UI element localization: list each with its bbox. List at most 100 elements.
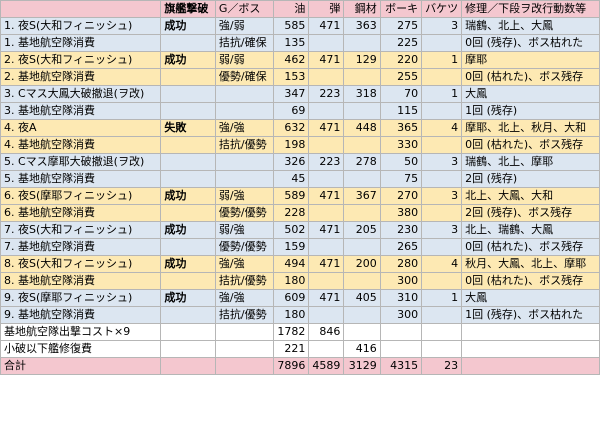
- cell[interactable]: 拮抗/優勢: [214, 272, 275, 290]
- cell[interactable]: 228: [273, 204, 310, 222]
- cell[interactable]: 275: [379, 17, 423, 35]
- cell[interactable]: 2回 (残存)、ボス残存: [461, 204, 600, 222]
- cell[interactable]: 300: [379, 306, 423, 324]
- cell[interactable]: 448: [343, 119, 381, 137]
- cell[interactable]: 成功: [160, 255, 216, 273]
- cell[interactable]: 摩耶: [461, 51, 600, 69]
- cell[interactable]: 2. 基地航空隊消費: [0, 68, 162, 86]
- cell[interactable]: [343, 34, 381, 52]
- cell[interactable]: 0回 (枯れた)、ボス残存: [461, 238, 600, 256]
- cell[interactable]: 5. Cマス摩耶大破撤退(ヲ改): [0, 153, 162, 171]
- cell[interactable]: [421, 238, 463, 256]
- cell[interactable]: [160, 204, 216, 222]
- cell[interactable]: 成功: [160, 221, 216, 239]
- cell[interactable]: 1回 (残存): [461, 102, 600, 120]
- cell[interactable]: 200: [343, 255, 381, 273]
- cell[interactable]: 471: [308, 289, 345, 307]
- cell[interactable]: 0回 (枯れた)、ボス残存: [461, 68, 600, 86]
- cell[interactable]: 405: [343, 289, 381, 307]
- cell[interactable]: 拮抗/優勢: [214, 136, 275, 154]
- cell[interactable]: 鋼材: [343, 0, 381, 18]
- cell[interactable]: 129: [343, 51, 381, 69]
- cell[interactable]: 3: [421, 221, 463, 239]
- cell[interactable]: [461, 357, 600, 375]
- cell[interactable]: [421, 323, 463, 341]
- cell[interactable]: 北上、瑞鶴、大鳳: [461, 221, 600, 239]
- cell[interactable]: 135: [273, 34, 310, 52]
- cell[interactable]: 9. 基地航空隊消費: [0, 306, 162, 324]
- cell[interactable]: 成功: [160, 187, 216, 205]
- cell[interactable]: 0回 (枯れた)、ボス残存: [461, 136, 600, 154]
- cell[interactable]: [421, 170, 463, 188]
- cell[interactable]: 小破以下艦修復費: [0, 340, 162, 358]
- cell[interactable]: [343, 323, 381, 341]
- cell[interactable]: 223: [308, 153, 345, 171]
- cell[interactable]: 471: [308, 187, 345, 205]
- cell[interactable]: 846: [308, 323, 345, 341]
- cell[interactable]: 278: [343, 153, 381, 171]
- cell[interactable]: 230: [379, 221, 423, 239]
- cell[interactable]: 23: [421, 357, 463, 375]
- cell[interactable]: 成功: [160, 17, 216, 35]
- cell[interactable]: 2回 (残存): [461, 170, 600, 188]
- cell[interactable]: 471: [308, 221, 345, 239]
- cell[interactable]: 198: [273, 136, 310, 154]
- cell[interactable]: 221: [273, 340, 310, 358]
- cell[interactable]: 471: [308, 17, 345, 35]
- cell[interactable]: 7896: [273, 357, 310, 375]
- cell[interactable]: 弱/強: [214, 187, 275, 205]
- cell[interactable]: [160, 238, 216, 256]
- cell[interactable]: 大鳳: [461, 85, 600, 103]
- cell[interactable]: [308, 68, 345, 86]
- cell[interactable]: [421, 102, 463, 120]
- cell[interactable]: 115: [379, 102, 423, 120]
- cell[interactable]: [214, 85, 275, 103]
- cell[interactable]: G／ボス: [214, 0, 275, 18]
- cell[interactable]: 1782: [273, 323, 310, 341]
- cell[interactable]: 255: [379, 68, 423, 86]
- cell[interactable]: [214, 357, 275, 375]
- cell[interactable]: [343, 102, 381, 120]
- cell[interactable]: 3: [421, 153, 463, 171]
- cell[interactable]: 3: [421, 187, 463, 205]
- cell[interactable]: 220: [379, 51, 423, 69]
- cell[interactable]: 50: [379, 153, 423, 171]
- cell[interactable]: [160, 306, 216, 324]
- cell[interactable]: 5. 基地航空隊消費: [0, 170, 162, 188]
- cell[interactable]: [343, 238, 381, 256]
- cell[interactable]: [160, 85, 216, 103]
- cell[interactable]: [160, 357, 216, 375]
- cell[interactable]: [160, 272, 216, 290]
- cell[interactable]: 153: [273, 68, 310, 86]
- cell[interactable]: 強/強: [214, 289, 275, 307]
- cell[interactable]: [421, 306, 463, 324]
- cell[interactable]: バケツ: [421, 0, 463, 18]
- cell[interactable]: [461, 340, 600, 358]
- cell[interactable]: 基地航空隊出撃コスト×9: [0, 323, 162, 341]
- cell[interactable]: 609: [273, 289, 310, 307]
- cell[interactable]: 380: [379, 204, 423, 222]
- cell[interactable]: [421, 68, 463, 86]
- cell[interactable]: 2. 夜S(大和フィニッシュ): [0, 51, 162, 69]
- cell[interactable]: [160, 170, 216, 188]
- cell[interactable]: 8. 基地航空隊消費: [0, 272, 162, 290]
- cell[interactable]: 0回 (枯れた)、ボス残存: [461, 272, 600, 290]
- cell[interactable]: 300: [379, 272, 423, 290]
- cell[interactable]: 471: [308, 255, 345, 273]
- cell[interactable]: [160, 136, 216, 154]
- cell[interactable]: [343, 170, 381, 188]
- cell[interactable]: [421, 340, 463, 358]
- cell[interactable]: 69: [273, 102, 310, 120]
- cell[interactable]: 45: [273, 170, 310, 188]
- cell[interactable]: 優勢/優勢: [214, 238, 275, 256]
- cell[interactable]: 347: [273, 85, 310, 103]
- cell[interactable]: [421, 136, 463, 154]
- cell[interactable]: 7. 基地航空隊消費: [0, 238, 162, 256]
- cell[interactable]: 1回 (残存)、ボス枯れた: [461, 306, 600, 324]
- cell[interactable]: 494: [273, 255, 310, 273]
- cell[interactable]: [160, 68, 216, 86]
- cell[interactable]: [343, 136, 381, 154]
- cell[interactable]: 7. 夜S(大和フィニッシュ): [0, 221, 162, 239]
- cell[interactable]: [160, 323, 216, 341]
- cell[interactable]: 4: [421, 119, 463, 137]
